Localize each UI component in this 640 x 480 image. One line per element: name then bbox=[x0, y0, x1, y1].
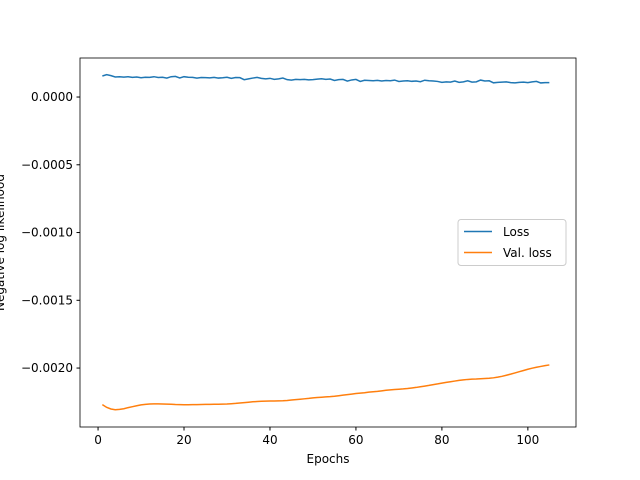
y-tick-label: 0.0000 bbox=[31, 90, 73, 104]
plot-frame bbox=[79, 57, 577, 428]
x-axis-label: Epochs bbox=[307, 452, 350, 466]
y-tick-label: −0.0010 bbox=[21, 226, 73, 240]
x-tick-label: 40 bbox=[262, 433, 277, 447]
y-tick-label: −0.0015 bbox=[21, 293, 73, 307]
legend-label: Loss bbox=[503, 225, 529, 239]
y-tick-label: −0.0020 bbox=[21, 361, 73, 375]
x-tick-label: 100 bbox=[516, 433, 539, 447]
x-tick-label: 80 bbox=[434, 433, 449, 447]
x-tick-label: 0 bbox=[94, 433, 102, 447]
series-line bbox=[101, 364, 550, 411]
series-line bbox=[102, 73, 550, 84]
legend-label: Val. loss bbox=[503, 246, 552, 260]
x-tick-label: 20 bbox=[176, 433, 191, 447]
y-tick-label: −0.0005 bbox=[21, 158, 73, 172]
legend: Loss Val. loss bbox=[457, 219, 567, 266]
y-axis-label: Negative log likelihood bbox=[0, 174, 7, 311]
x-tick-label: 60 bbox=[348, 433, 363, 447]
